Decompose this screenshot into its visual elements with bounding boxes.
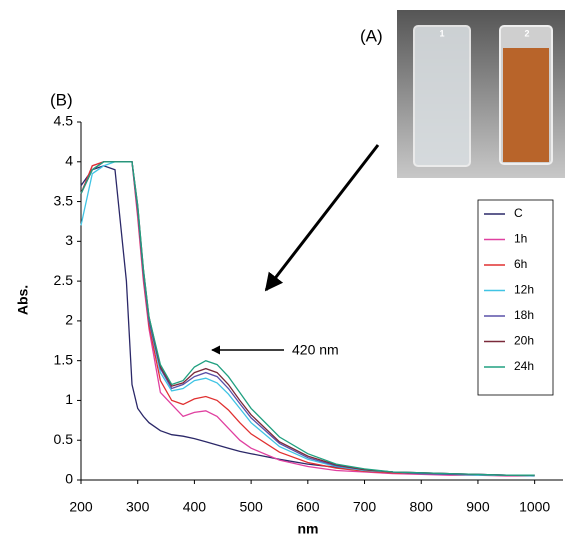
annotation: 420 nm (292, 342, 339, 358)
x-tick-label: 200 (69, 499, 93, 515)
x-tick-label: 1000 (519, 499, 550, 515)
panel-label: (A) (360, 26, 383, 45)
x-axis-title: nm (298, 521, 319, 537)
x-tick-label: 400 (183, 499, 207, 515)
legend-label: 24h (514, 359, 534, 373)
legend-label: 18h (514, 308, 534, 322)
legend-label: 6h (514, 257, 527, 271)
y-tick-label: 2.5 (54, 272, 74, 288)
y-tick-label: 1 (65, 391, 73, 407)
y-tick-label: 4.5 (54, 113, 74, 129)
x-tick-label: 900 (466, 499, 490, 515)
legend-label: 20h (514, 334, 534, 348)
y-tick-label: 4 (65, 152, 73, 168)
photo-label: 2 (524, 28, 529, 38)
legend-box (477, 199, 554, 396)
legend-label: 12h (514, 283, 534, 297)
spectrum-line (80, 161, 535, 476)
legend-label: 1h (514, 232, 527, 246)
legend-label: C (514, 206, 523, 220)
pointer-arrow (264, 144, 380, 292)
x-tick-label: 700 (353, 499, 377, 515)
x-tick-label: 600 (296, 499, 320, 515)
panel-label: (B) (50, 90, 73, 109)
y-tick-label: 0.5 (54, 431, 74, 447)
photo-label: 1 (439, 28, 444, 38)
y-tick-label: 1.5 (54, 351, 74, 367)
x-tick-label: 500 (239, 499, 263, 515)
y-tick-label: 0 (65, 471, 73, 487)
y-tick-label: 3.5 (54, 192, 74, 208)
y-tick-label: 3 (65, 232, 73, 248)
x-tick-label: 800 (410, 499, 434, 515)
photo: 1 2 (397, 10, 565, 178)
x-tick-label: 300 (126, 499, 150, 515)
y-tick-label: 2 (65, 312, 73, 328)
y-axis-title: Abs. (15, 285, 31, 315)
